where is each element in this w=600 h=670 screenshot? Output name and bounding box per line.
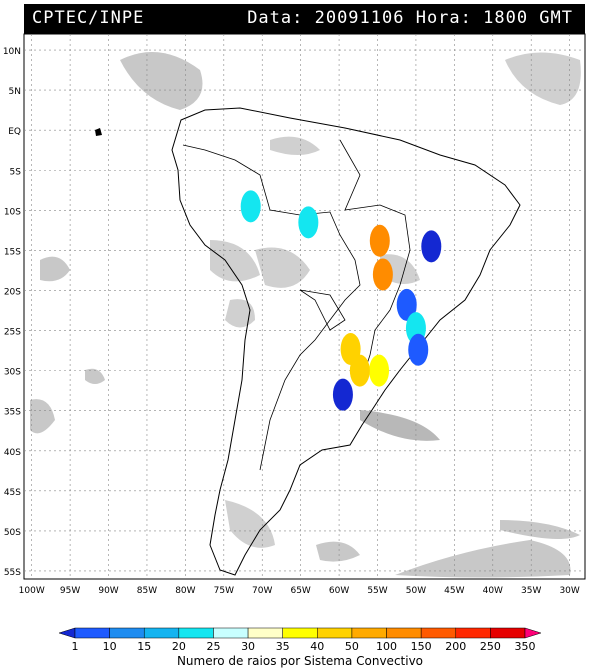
colorbar-box xyxy=(178,627,214,639)
lat-label: 30S xyxy=(4,368,21,378)
lon-label: 60W xyxy=(329,586,349,596)
colorbar-tick-label: 50 xyxy=(345,640,359,653)
lon-label: 95W xyxy=(60,586,80,596)
colorbar-tick-label: 20 xyxy=(172,640,186,653)
lon-label: 65W xyxy=(290,586,310,596)
lon-label: 35W xyxy=(521,586,541,596)
convective-system xyxy=(298,206,319,239)
colorbar-box xyxy=(386,627,422,639)
colorbar-box xyxy=(455,627,491,639)
colorbar-tick-label: 250 xyxy=(480,640,501,653)
colorbar-labels: 1 10 15 20 25 30 35 40 50 100 150 200 250 350 xyxy=(72,640,536,653)
colorbar-tick-label: 25 xyxy=(206,640,220,653)
colorbar-tick-label: 1 xyxy=(72,640,79,653)
convective-system xyxy=(421,230,442,263)
colorbar-box xyxy=(282,627,318,639)
colorbar-tick-label: 350 xyxy=(515,640,536,653)
map-frame xyxy=(23,33,586,580)
lon-label: 55W xyxy=(367,586,387,596)
colorbar-box xyxy=(247,627,283,639)
lat-label: 50S xyxy=(4,528,21,538)
colorbar-box xyxy=(74,627,110,639)
lat-label: 5S xyxy=(10,167,22,177)
colorbar-title: Numero de raios por Sistema Convectivo xyxy=(176,654,424,668)
convective-system xyxy=(372,258,393,291)
colorbar-arrow-left xyxy=(58,627,76,639)
lat-label: 15S xyxy=(4,247,21,257)
lon-label: 75W xyxy=(214,586,234,596)
lat-label: 45S xyxy=(4,488,21,498)
convective-system xyxy=(240,190,261,223)
axis-labels: 10N 5N EQ 5S 10S 15S 20S 25S 30S 35S 40S 45S 50S 55S 1… xyxy=(3,47,580,596)
convective-system xyxy=(332,378,353,411)
convective-system xyxy=(396,288,417,321)
lat-label: 40S xyxy=(4,448,21,458)
colorbar-boxes xyxy=(58,627,542,639)
colorbar-box xyxy=(213,627,249,639)
colorbar-box xyxy=(420,627,457,639)
source-label: CPTEC/INPE xyxy=(32,8,145,28)
convective-system xyxy=(408,333,429,366)
lat-label: 25S xyxy=(4,328,21,338)
colorbar-tick-label: 35 xyxy=(276,640,290,653)
map-header: CPTEC/INPE Data: 20091106 Hora: 1800 GMT xyxy=(24,4,585,34)
lon-label: 85W xyxy=(137,586,157,596)
lon-label: 30W xyxy=(559,586,579,596)
lon-label: 45W xyxy=(444,586,464,596)
colorbar-box xyxy=(317,627,353,639)
lon-label: 90W xyxy=(98,586,118,596)
convective-system xyxy=(369,354,390,387)
colorbar-box xyxy=(351,627,387,639)
lat-label: 55S xyxy=(4,568,21,578)
lon-label: 50W xyxy=(406,586,426,596)
colorbar-tick-label: 40 xyxy=(310,640,324,653)
cloud-cover xyxy=(30,52,581,578)
lon-label: 40W xyxy=(483,586,503,596)
convective-system xyxy=(369,224,390,257)
colorbar-tick-label: 150 xyxy=(411,640,432,653)
lat-label: 10S xyxy=(4,207,21,217)
lat-label: 20S xyxy=(4,287,21,297)
colorbar-box xyxy=(109,627,145,639)
lat-label: 5N xyxy=(9,87,21,97)
colorbar-box xyxy=(143,627,180,639)
lon-label: 70W xyxy=(252,586,272,596)
colorbar-tick-label: 15 xyxy=(137,640,151,653)
lon-label: 100W xyxy=(19,586,45,596)
colorbar-tick-label: 10 xyxy=(103,640,117,653)
lat-label: 10N xyxy=(3,47,21,57)
lat-label: EQ xyxy=(8,127,21,137)
lightning-map: 10N 5N EQ 5S 10S 15S 20S 25S 30S 35S 40S 45S 50S 55S 1… xyxy=(3,33,586,596)
colorbar-arrow-right xyxy=(524,627,542,639)
date-time-label: Data: 20091106 Hora: 1800 GMT xyxy=(247,8,573,28)
colorbar-tick-label: 200 xyxy=(445,640,466,653)
colorbar-tick-label: 30 xyxy=(241,640,255,653)
colorbar: 1 10 15 20 25 30 35 40 50 100 150 200 250 350 xyxy=(58,627,542,653)
lat-label: 35S xyxy=(4,408,21,418)
coastline xyxy=(95,107,521,576)
colorbar-tick-label: 100 xyxy=(376,640,397,653)
convective-system xyxy=(349,354,370,387)
colorbar-box xyxy=(490,627,526,639)
convective-systems xyxy=(240,190,442,411)
lon-label: 80W xyxy=(175,586,195,596)
